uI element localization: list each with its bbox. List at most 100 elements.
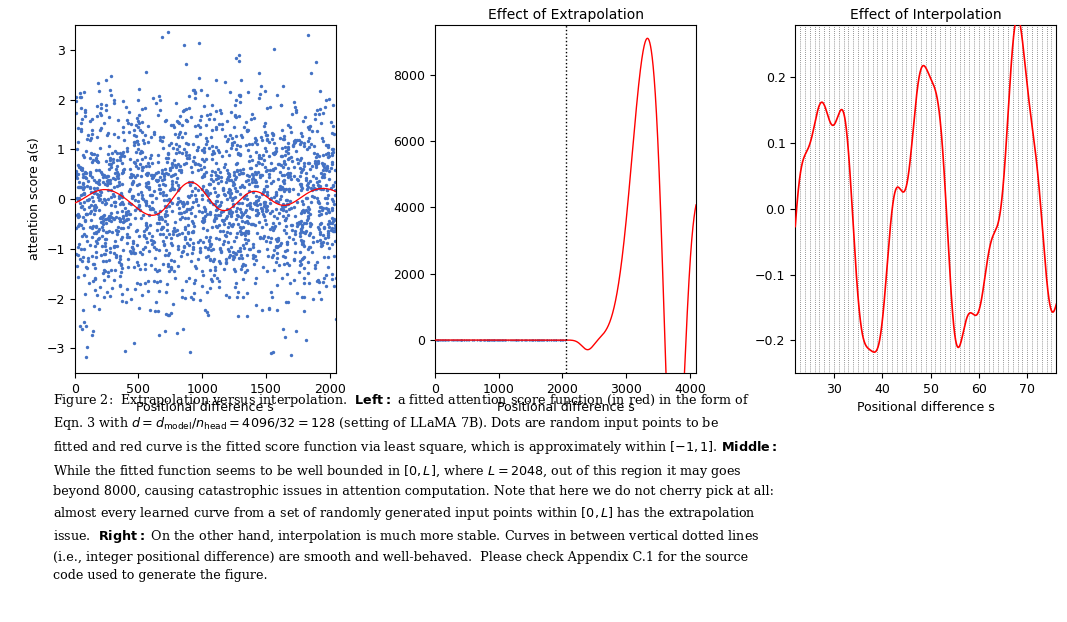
Point	[192, 164, 209, 174]
Point	[309, 197, 327, 207]
Point	[203, 245, 220, 255]
Point	[98, 171, 115, 181]
Point	[150, 212, 168, 222]
Point	[84, 259, 101, 269]
Point	[106, 182, 123, 192]
Point	[122, 154, 139, 164]
Point	[214, 185, 232, 195]
Point	[274, 251, 291, 261]
Point	[92, 103, 109, 113]
Point	[225, 264, 242, 274]
Point	[302, 228, 319, 238]
Point	[202, 109, 219, 119]
Point	[128, 155, 145, 165]
Point	[434, 335, 451, 345]
Point	[302, 68, 319, 78]
Point	[137, 264, 154, 274]
Point	[81, 278, 98, 288]
Point	[324, 144, 341, 154]
Point	[203, 141, 220, 151]
Point	[148, 225, 165, 234]
Point	[240, 179, 257, 188]
Point	[165, 183, 182, 193]
Point	[242, 163, 259, 173]
Point	[318, 180, 335, 190]
Point	[485, 335, 503, 345]
Point	[162, 120, 179, 130]
Point	[327, 185, 344, 195]
Point	[97, 214, 114, 224]
Point	[170, 197, 187, 207]
Point	[200, 235, 217, 245]
Point	[147, 297, 164, 307]
Point	[181, 180, 198, 190]
Point	[143, 159, 160, 169]
Point	[76, 189, 93, 199]
Point	[76, 111, 93, 121]
Point	[238, 226, 255, 236]
Point	[321, 94, 338, 104]
Point	[168, 160, 185, 170]
Point	[323, 269, 340, 279]
Point	[204, 276, 221, 285]
Point	[106, 248, 123, 258]
Point	[126, 137, 143, 147]
Point	[251, 154, 268, 164]
Point	[269, 213, 286, 223]
Point	[73, 164, 90, 174]
Point	[154, 168, 171, 178]
Point	[152, 224, 169, 234]
Point	[200, 195, 217, 205]
Point	[323, 159, 340, 169]
Point	[306, 159, 323, 169]
Point	[192, 129, 209, 139]
Point	[307, 57, 324, 67]
Point	[75, 317, 92, 327]
Point	[318, 160, 335, 170]
Point	[133, 190, 150, 200]
Point	[73, 324, 90, 334]
Point	[169, 328, 186, 338]
Point	[67, 170, 84, 180]
Point	[236, 267, 253, 277]
Point	[190, 207, 207, 216]
Point	[166, 226, 184, 236]
Point	[143, 190, 160, 200]
Point	[260, 169, 277, 179]
Point	[278, 169, 296, 179]
Point	[200, 190, 217, 200]
Point	[201, 179, 218, 189]
Point	[201, 236, 218, 246]
Point	[112, 254, 129, 264]
Point	[149, 157, 166, 167]
Point	[202, 209, 219, 219]
Point	[187, 157, 204, 167]
Point	[69, 137, 86, 147]
Point	[235, 222, 252, 232]
Point	[67, 168, 84, 178]
Point	[306, 263, 323, 273]
Point	[287, 106, 304, 116]
Point	[77, 146, 94, 156]
Point	[178, 58, 195, 68]
Point	[111, 191, 128, 201]
Point	[281, 204, 298, 214]
Point	[176, 233, 193, 243]
Point	[240, 139, 257, 149]
Point	[101, 156, 118, 165]
Point	[489, 335, 506, 345]
Point	[179, 227, 196, 237]
Point	[308, 149, 325, 159]
Point	[525, 335, 542, 345]
Point	[456, 335, 473, 345]
Point	[294, 253, 312, 263]
Point	[248, 210, 265, 220]
Point	[315, 230, 332, 240]
Point	[169, 174, 186, 183]
Point	[78, 195, 95, 205]
Point	[196, 187, 213, 197]
Point	[127, 226, 144, 236]
Point	[150, 330, 168, 340]
Point	[300, 202, 317, 212]
Point	[110, 169, 127, 179]
